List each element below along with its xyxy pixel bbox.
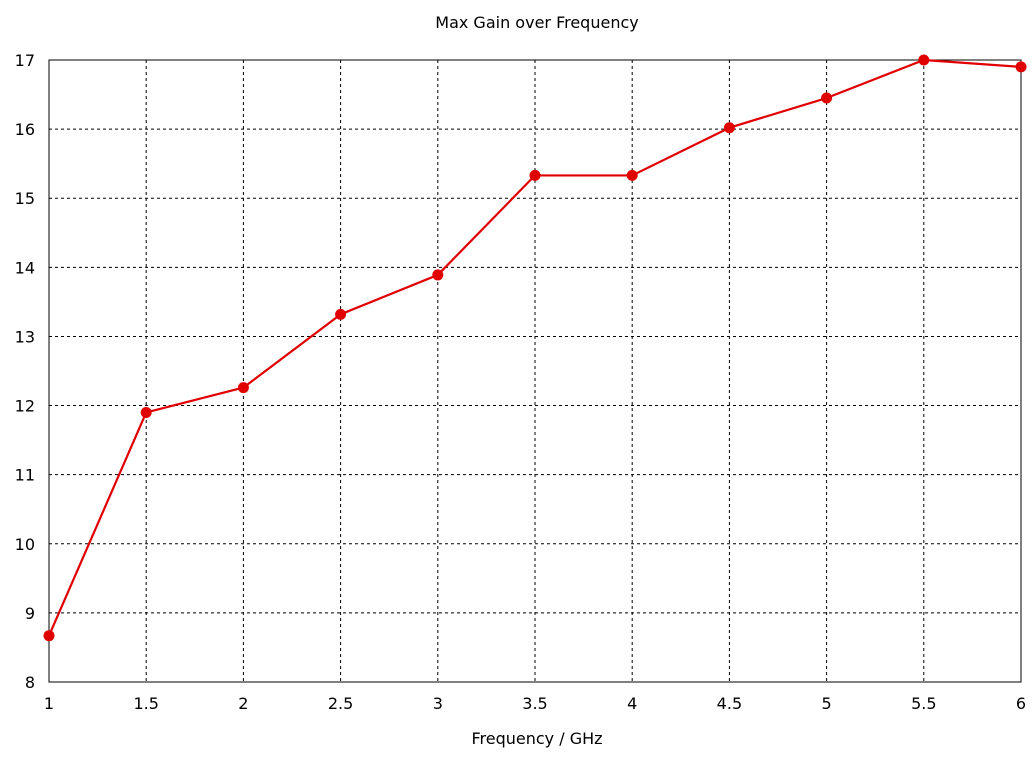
y-tick-label: 8 bbox=[25, 673, 35, 692]
x-tick-label: 3 bbox=[433, 694, 443, 713]
x-tick-label: 4 bbox=[627, 694, 637, 713]
y-tick-label: 15 bbox=[15, 189, 35, 208]
data-point bbox=[140, 406, 152, 418]
grid-lines bbox=[49, 60, 1021, 682]
y-tick-label: 16 bbox=[15, 120, 35, 139]
chart-title: Max Gain over Frequency bbox=[435, 13, 638, 32]
data-point bbox=[43, 630, 55, 642]
x-tick-label: 1.5 bbox=[133, 694, 158, 713]
y-tick-label: 10 bbox=[15, 535, 35, 554]
data-point bbox=[237, 382, 249, 394]
series-line-group bbox=[43, 54, 1027, 642]
data-point bbox=[723, 122, 735, 134]
x-tick-label: 6 bbox=[1016, 694, 1026, 713]
x-tick-label: 5.5 bbox=[911, 694, 936, 713]
y-tick-label: 9 bbox=[25, 604, 35, 623]
x-tick-label: 1 bbox=[44, 694, 54, 713]
plot-area-frame bbox=[48, 59, 1022, 683]
y-tick-label: 12 bbox=[15, 397, 35, 416]
x-tick-label: 2 bbox=[238, 694, 248, 713]
x-tick-label: 4.5 bbox=[717, 694, 742, 713]
x-tick-label: 5 bbox=[822, 694, 832, 713]
y-tick-label: 17 bbox=[15, 51, 35, 70]
data-point bbox=[918, 54, 930, 66]
x-axis-label: Frequency / GHz bbox=[471, 729, 602, 748]
axis-ticks: 1 1.5 2 2.5 3 3.5 4 4.5 5 5.5 6 8 9 10 11 12 13 14 15 16 17 bbox=[15, 51, 1026, 713]
data-point bbox=[1015, 61, 1027, 73]
data-point bbox=[626, 169, 638, 181]
y-tick-label: 13 bbox=[15, 327, 35, 346]
y-tick-label: 11 bbox=[15, 466, 35, 485]
data-point bbox=[432, 269, 444, 281]
x-tick-label: 3.5 bbox=[522, 694, 547, 713]
data-point bbox=[529, 169, 541, 181]
data-point bbox=[335, 308, 347, 320]
x-tick-label: 2.5 bbox=[328, 694, 353, 713]
y-tick-label: 14 bbox=[15, 258, 35, 277]
data-point bbox=[821, 92, 833, 104]
